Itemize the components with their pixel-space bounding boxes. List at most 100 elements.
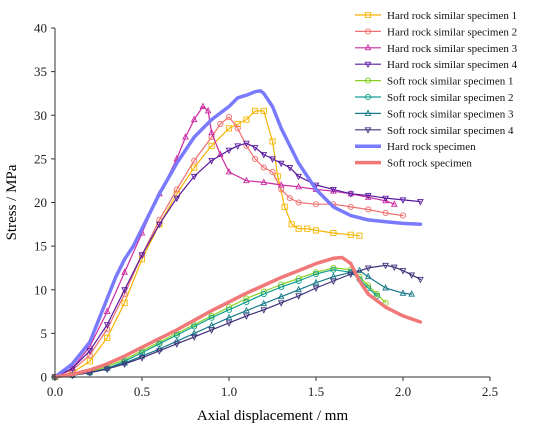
legend-item: Soft rock specimen: [355, 158, 472, 170]
series-10: [53, 255, 423, 379]
data-point: [208, 314, 215, 321]
y-tick-label: 25: [34, 151, 47, 166]
legend-label: Hard rock similar specimen 2: [387, 26, 517, 38]
series-9: [53, 89, 423, 379]
legend-label: Soft rock similar specimen 1: [387, 76, 513, 88]
data-point: [269, 156, 276, 163]
data-point: [278, 284, 285, 291]
legend-item: Hard rock specimen: [355, 141, 476, 153]
data-point: [243, 295, 250, 302]
data-point: [281, 203, 288, 210]
data-point: [190, 334, 198, 341]
data-point: [260, 152, 268, 159]
data-point: [156, 221, 163, 229]
data-point: [260, 299, 268, 307]
data-point: [347, 203, 354, 210]
data-point: [364, 272, 372, 280]
y-tick-label: 15: [34, 239, 47, 254]
data-point: [103, 322, 111, 329]
data-point: [208, 327, 215, 334]
data-point: [277, 292, 285, 300]
legend-marker: [364, 11, 372, 19]
data-point: [121, 268, 128, 275]
data-point: [364, 265, 372, 272]
data-point: [190, 115, 198, 123]
data-point: [330, 229, 337, 237]
data-point: [295, 173, 302, 181]
x-tick-label: 1.0: [221, 384, 237, 399]
data-point: [304, 225, 311, 232]
legend-item: Hard rock similar specimen 4: [355, 59, 518, 71]
data-point: [347, 231, 354, 238]
legend-marker: [364, 61, 372, 69]
data-point: [365, 206, 372, 213]
data-point: [373, 292, 380, 299]
data-point: [243, 298, 250, 306]
data-point: [269, 138, 276, 145]
data-point: [269, 168, 276, 176]
y-axis-title: Stress / MPa: [4, 164, 20, 240]
data-point: [347, 191, 355, 198]
data-point: [225, 306, 233, 313]
legend-label: Soft rock similar specimen 4: [387, 125, 514, 137]
series-line: [53, 255, 423, 379]
legend-item: Hard rock similar specimen 3: [355, 43, 518, 55]
data-point: [277, 160, 285, 168]
data-point: [86, 348, 94, 355]
series-line: [54, 270, 413, 378]
data-point: [225, 113, 233, 121]
legend-item: Hard rock similar specimen 2: [355, 26, 517, 38]
data-point: [173, 341, 181, 348]
data-point: [399, 212, 407, 219]
data-point: [156, 348, 163, 355]
data-point: [225, 313, 233, 321]
data-point: [243, 176, 250, 184]
legend-label: Soft rock similar specimen 3: [387, 108, 514, 120]
y-tick-label: 40: [34, 21, 47, 36]
data-point: [260, 107, 267, 114]
legend-label: Hard rock similar specimen 3: [387, 43, 518, 55]
data-point: [260, 164, 267, 171]
data-point: [243, 313, 250, 320]
legend-marker: [364, 127, 372, 134]
data-point: [295, 182, 302, 190]
x-tick-label: 2.0: [395, 384, 411, 399]
legend-marker: [364, 93, 372, 101]
legend-marker: [364, 109, 372, 116]
data-point: [204, 106, 212, 114]
legend-item: Soft rock similar specimen 3: [355, 108, 514, 120]
legend-label: Hard rock similar specimen 1: [387, 10, 517, 22]
data-point: [138, 252, 146, 259]
legend-item: Soft rock similar specimen 2: [355, 92, 513, 104]
data-point: [69, 365, 76, 373]
data-point: [191, 157, 198, 164]
series-1: [51, 107, 363, 381]
data-point: [208, 128, 215, 136]
legend-item: Soft rock similar specimen 1: [355, 76, 513, 88]
data-point: [225, 167, 233, 175]
x-tick-label: 0.0: [47, 384, 63, 399]
y-tick-label: 20: [34, 195, 47, 210]
data-point: [103, 364, 111, 371]
data-point: [399, 268, 407, 275]
legend-label: Soft rock similar specimen 2: [387, 92, 513, 104]
legend-marker: [364, 28, 372, 35]
data-point: [260, 178, 268, 185]
data-point: [86, 352, 93, 359]
data-point: [312, 227, 320, 234]
data-point: [190, 329, 198, 336]
series-3: [51, 102, 398, 380]
data-point: [190, 173, 198, 181]
data-point: [191, 164, 198, 171]
data-point: [277, 300, 285, 307]
data-point: [312, 278, 320, 286]
y-tick-label: 30: [34, 108, 47, 123]
series-line: [54, 110, 361, 378]
data-point: [330, 186, 337, 194]
data-point: [191, 323, 198, 330]
legend-marker: [364, 43, 372, 51]
series-line: [54, 105, 395, 378]
x-axis-title: Axial displacement / mm: [197, 408, 349, 424]
data-point: [243, 140, 250, 148]
data-point: [286, 165, 294, 172]
